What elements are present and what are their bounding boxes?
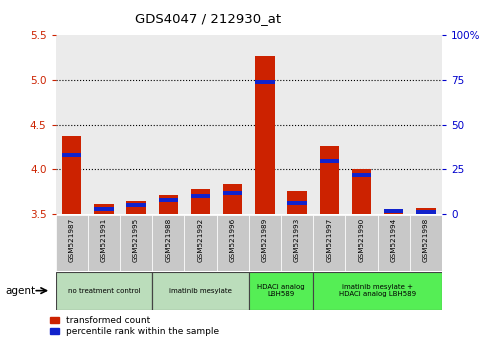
Bar bbox=[416, 210, 436, 215]
Bar bbox=[216, 215, 249, 271]
Bar bbox=[62, 153, 81, 157]
Bar bbox=[127, 203, 146, 207]
Text: GSM521995: GSM521995 bbox=[133, 218, 139, 262]
Bar bbox=[249, 272, 313, 310]
Text: HDACi analog
LBH589: HDACi analog LBH589 bbox=[257, 284, 305, 297]
Text: GSM521989: GSM521989 bbox=[262, 218, 268, 262]
Bar bbox=[313, 272, 442, 310]
Bar bbox=[378, 215, 410, 271]
Bar bbox=[152, 272, 249, 310]
Bar bbox=[352, 169, 371, 214]
Bar bbox=[223, 184, 242, 214]
Bar bbox=[152, 215, 185, 271]
Bar bbox=[352, 173, 371, 177]
Text: GDS4047 / 212930_at: GDS4047 / 212930_at bbox=[135, 12, 281, 25]
Bar bbox=[320, 146, 339, 214]
Text: agent: agent bbox=[6, 286, 36, 296]
Bar bbox=[94, 207, 114, 211]
Text: GSM521993: GSM521993 bbox=[294, 218, 300, 262]
Bar bbox=[88, 215, 120, 271]
Text: imatinib mesylate: imatinib mesylate bbox=[169, 288, 232, 293]
Bar bbox=[62, 136, 81, 214]
Bar bbox=[416, 208, 436, 214]
Bar bbox=[191, 189, 210, 214]
Bar bbox=[94, 204, 114, 214]
Bar bbox=[384, 209, 403, 212]
Bar bbox=[56, 215, 88, 271]
Text: imatinib mesylate +
HDACi analog LBH589: imatinib mesylate + HDACi analog LBH589 bbox=[339, 284, 416, 297]
Bar bbox=[281, 215, 313, 271]
Bar bbox=[158, 194, 178, 214]
Text: no treatment control: no treatment control bbox=[68, 288, 140, 293]
Bar bbox=[320, 159, 339, 162]
Legend: transformed count, percentile rank within the sample: transformed count, percentile rank withi… bbox=[50, 316, 219, 336]
Bar bbox=[410, 215, 442, 271]
Text: GSM521992: GSM521992 bbox=[198, 218, 203, 262]
Bar bbox=[185, 215, 216, 271]
Text: GSM521998: GSM521998 bbox=[423, 218, 429, 262]
Text: GSM521996: GSM521996 bbox=[229, 218, 236, 262]
Text: GSM521991: GSM521991 bbox=[101, 218, 107, 262]
Bar bbox=[384, 210, 403, 214]
Bar bbox=[249, 215, 281, 271]
Text: GSM521997: GSM521997 bbox=[326, 218, 332, 262]
Bar bbox=[158, 198, 178, 202]
Text: GSM521988: GSM521988 bbox=[165, 218, 171, 262]
Bar bbox=[223, 191, 242, 195]
Bar bbox=[56, 272, 152, 310]
Bar bbox=[287, 201, 307, 205]
Bar bbox=[255, 56, 274, 214]
Bar bbox=[313, 215, 345, 271]
Text: GSM521990: GSM521990 bbox=[358, 218, 365, 262]
Bar bbox=[120, 215, 152, 271]
Text: GSM521987: GSM521987 bbox=[69, 218, 75, 262]
Bar bbox=[191, 194, 210, 198]
Bar bbox=[345, 215, 378, 271]
Bar bbox=[255, 80, 274, 84]
Bar bbox=[287, 191, 307, 214]
Bar bbox=[127, 201, 146, 214]
Text: GSM521994: GSM521994 bbox=[391, 218, 397, 262]
